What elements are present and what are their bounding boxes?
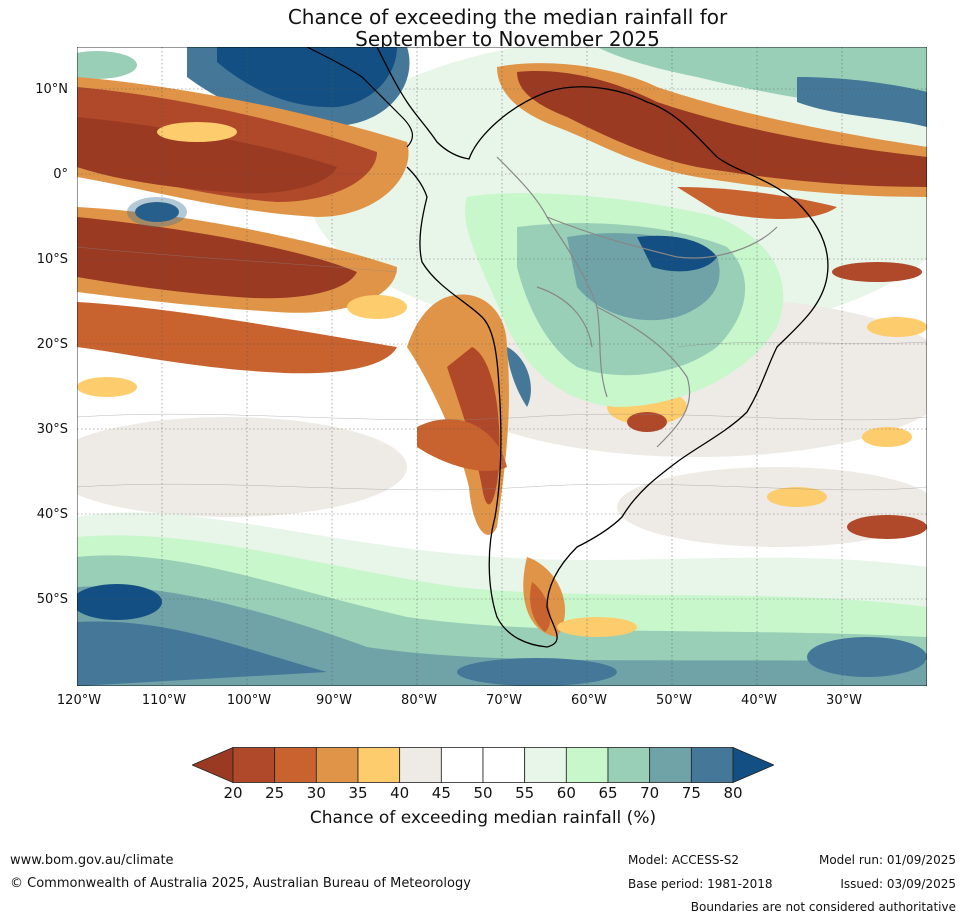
lon-label-90w: 90°W [316, 693, 352, 708]
footer-issued: Issued: 03/09/2025 [840, 877, 956, 891]
lon-label-60w: 60°W [571, 693, 607, 708]
lat-label-20s: 20°S [36, 337, 68, 352]
footer-url[interactable]: www.bom.gov.au/climate [10, 853, 174, 868]
lat-label-10s: 10°S [36, 252, 68, 267]
colorbar-cell [315, 747, 359, 783]
colorbar-cell [607, 747, 651, 783]
chart-title-line1: Chance of exceeding the median rainfall … [287, 5, 728, 29]
lat-label-40s: 40°S [36, 507, 68, 522]
colorbar-tick-label: 20 [223, 784, 243, 802]
lon-label-50w: 50°W [656, 693, 692, 708]
south-america-coastline [376, 47, 829, 648]
colorbar-tick-label: 70 [640, 784, 660, 802]
colorbar-tick-label: 30 [306, 784, 326, 802]
lon-label-80w: 80°W [401, 693, 437, 708]
lat-label-30s: 30°S [36, 422, 68, 437]
lon-label-40w: 40°W [741, 693, 777, 708]
colorbar-tick-label: 65 [598, 784, 618, 802]
field-brown-patches [627, 262, 927, 539]
field-chile-dry [407, 294, 566, 637]
lon-label-30w: 30°W [826, 693, 862, 708]
colorbar-cell [649, 747, 692, 783]
colorbar-cell [232, 747, 276, 783]
lat-label-10n: 10°N [35, 82, 68, 97]
colorbar-tick-label: 45 [431, 784, 451, 802]
colorbar-cell [357, 747, 401, 783]
colorbar-tick-label: 25 [265, 784, 285, 802]
colorbar-label: Chance of exceeding median rainfall (%) [309, 808, 657, 828]
lon-label-120w: 120°W [56, 693, 102, 708]
chart-title-line2: September to November 2025 [355, 27, 660, 51]
colorbar-cell [440, 747, 484, 783]
colorbar-cell [565, 747, 609, 783]
footer-model-run: Model run: 01/09/2025 [818, 853, 956, 867]
colorbar-cell [690, 747, 734, 783]
lon-label-70w: 70°W [486, 693, 522, 708]
lat-label-0: 0° [53, 167, 68, 182]
rainfall-probability-map [77, 47, 927, 686]
colorbar-tick-label: 55 [515, 784, 535, 802]
colorbar-cell [524, 747, 567, 783]
colorbar-cell [399, 747, 442, 783]
lat-label-50s: 50°S [36, 592, 68, 607]
footer-model: Model: ACCESS-S2 [628, 853, 740, 867]
colorbar-tick-label: 60 [556, 784, 576, 802]
central-america-coastline [306, 47, 414, 148]
colorbar-cell [274, 747, 317, 783]
lon-label-100w: 100°W [226, 693, 272, 708]
footer-base-period: Base period: 1981-2018 [628, 877, 773, 891]
colorbar-tick-label: 50 [473, 784, 493, 802]
footer-disclaimer: Boundaries are not considered authoritat… [690, 900, 956, 914]
footer-copyright: © Commonwealth of Australia 2025, Austra… [10, 876, 471, 891]
colorbar-tick-label: 80 [723, 784, 743, 802]
field-brazil-wet [127, 193, 784, 407]
colorbar-tick-label: 35 [348, 784, 368, 802]
lon-label-110w: 110°W [141, 693, 187, 708]
country-borders [496, 156, 778, 448]
colorbar-extension-high [732, 747, 774, 783]
colorbar-extension-low [192, 747, 234, 783]
colorbar [192, 747, 774, 783]
graticule [77, 47, 927, 686]
colorbar-tick-label: 75 [681, 784, 701, 802]
colorbar-tick-label: 40 [390, 784, 410, 802]
contour-lines [77, 246, 927, 491]
colorbar-cell [482, 747, 526, 783]
